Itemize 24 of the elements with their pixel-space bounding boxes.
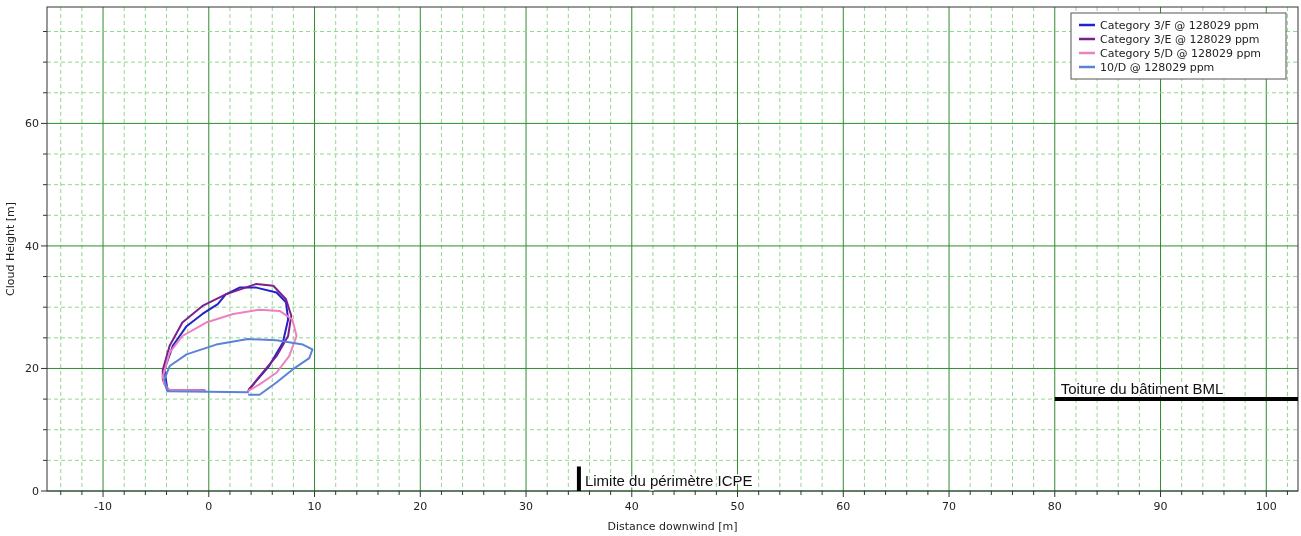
legend-label: Category 3/E @ 128029 ppm xyxy=(1100,33,1260,46)
x-tick-label: 60 xyxy=(836,500,851,513)
y-tick-label: 60 xyxy=(25,117,39,131)
line-series xyxy=(161,308,298,393)
x-tick-label: 100 xyxy=(1255,500,1277,513)
y-axis-title: Cloud Height [m] xyxy=(4,201,17,297)
x-tick-label: -10 xyxy=(94,500,113,513)
y-tick-label: 20 xyxy=(25,362,39,376)
x-tick-label: 50 xyxy=(730,500,745,513)
x-tick-label: 30 xyxy=(519,500,534,513)
x-tick-label: 10 xyxy=(307,500,322,513)
y-tick-label: 40 xyxy=(25,239,39,253)
x-tick-label: 80 xyxy=(1047,500,1062,513)
x-tick-label: 70 xyxy=(942,500,957,513)
legend-label: 10/D @ 128029 ppm xyxy=(1100,61,1215,74)
x-tick-label: 40 xyxy=(624,500,639,513)
x-axis-title: Distance downwind [m] xyxy=(607,520,738,533)
legend-label: Category 3/F @ 128029 ppm xyxy=(1100,19,1259,32)
x-tick-label: 90 xyxy=(1153,500,1168,513)
line-series xyxy=(163,338,314,396)
y-tick-label: 0 xyxy=(32,485,39,498)
x-tick-label: 0 xyxy=(205,500,213,513)
legend-label: Category 5/D @ 128029 ppm xyxy=(1100,47,1262,60)
x-tick-label: 20 xyxy=(413,500,428,513)
